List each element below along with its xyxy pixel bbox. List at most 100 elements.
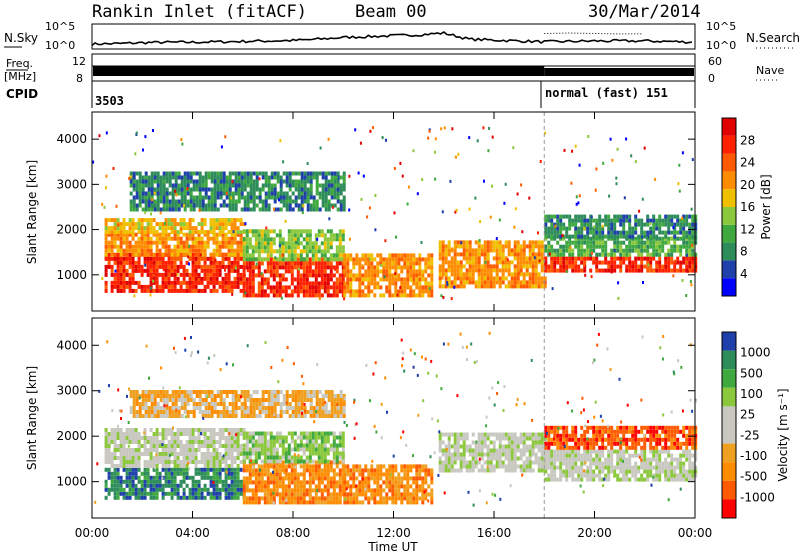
heat-cell-4 [326,257,330,262]
heat-cell-0 [140,284,144,289]
heat-cell-6 [486,248,490,253]
heat-cell-1 [224,464,228,468]
heat-cell-9 [547,218,551,223]
heat-cell-10 [255,187,259,192]
heat-speckle [678,163,681,167]
heat-speckle [255,262,258,266]
heat-cell-4 [314,249,318,254]
heat-cell-3 [278,293,282,298]
heat-cell-1 [128,448,132,452]
heat-cell-4 [418,484,422,489]
heat-cell-0 [185,471,189,476]
heat-cell-3 [284,455,288,460]
heat-cell-10 [147,191,151,196]
heat-cell-0 [116,276,120,281]
heat-cell-8 [637,252,641,257]
heat-cell-6 [471,280,475,285]
heat-cell-9 [559,226,563,231]
heat-cell-4 [394,500,398,505]
heat-cell-9 [649,230,653,235]
heat-cell-2 [287,496,291,501]
heat-cell-9 [616,234,620,239]
heat-cell-0 [128,276,132,281]
heat-cell-2 [266,480,270,485]
heat-cell-6 [501,264,505,269]
heat-cell-4 [421,476,425,481]
heat-speckle [440,127,443,131]
heat-speckle [117,223,120,227]
heat-cell-4 [287,245,291,250]
heat-cell-3 [317,447,321,452]
heat-speckle [144,263,147,267]
heat-cell-10 [264,207,268,212]
heat-cell-2 [335,472,339,477]
heat-cell-1 [182,252,186,257]
heat-cell-1 [173,456,177,460]
heat-cell-9 [619,230,623,235]
heat-cell-10 [162,187,166,192]
heat-cell-4 [299,233,303,238]
heat-cell-0 [227,288,231,293]
heat-cell-1 [209,432,213,436]
heat-cell-0 [191,475,195,480]
heat-speckle [369,129,372,133]
heat-cell-5 [447,432,451,437]
heat-cell-4 [296,241,300,246]
heat-cell-1 [227,436,231,440]
heat-cell-6 [453,280,457,285]
heat-cell-5 [370,261,374,266]
heat-speckle [144,135,147,139]
heat-cell-4 [296,233,300,238]
heat-cell-8 [643,248,647,253]
heat-cell-2 [335,484,339,489]
heat-cell-1 [164,428,168,432]
heat-cell-8 [580,248,584,253]
heat-cell-0 [110,475,114,480]
heat-cell-7 [580,268,584,273]
heat-cell-9 [634,218,638,223]
heat-cell-0 [170,483,174,488]
heat-cell-1 [107,432,111,436]
heat-cell-2 [104,222,108,227]
heat-cell-5 [358,265,362,270]
heat-cell-2 [266,464,270,469]
heat-cell-6 [450,280,454,285]
heat-speckle [428,287,431,291]
heat-speckle [199,253,202,257]
heat-cell-4 [281,241,285,246]
heat-cell-6 [441,248,445,253]
heat-cell-1 [173,252,177,257]
heat-cell-1 [203,456,207,460]
heat-cell-10 [135,207,139,212]
heat-cell-4 [311,241,315,246]
heat-cell-2 [263,468,267,473]
heat-cell-2 [224,226,228,231]
heat-cell-4 [317,229,321,234]
heat-cell-4 [427,468,431,473]
heat-cell-1 [218,456,222,460]
heat-cell-6 [462,264,466,269]
heat-cell-3 [263,281,267,286]
heat-cell-1 [176,464,180,468]
heat-cell-0 [218,491,222,496]
heat-cell-6 [438,268,442,273]
heat-cell-1 [155,244,159,249]
heat-cell-4 [406,488,410,493]
heat-cell-10 [189,199,193,204]
heat-cell-0 [110,483,114,488]
heat-cell-1 [146,244,150,249]
heat-cell-3 [335,265,339,270]
heat-cell-1 [122,232,126,237]
heat-cell-10 [171,207,175,212]
heat-cell-2 [329,476,333,481]
heat-cell-2 [332,500,336,505]
heat-cell-0 [224,288,228,293]
heat-cell-2 [302,496,306,501]
heat-cell-6 [489,240,493,245]
heat-cell-2 [317,496,321,501]
heat-cell-2 [179,222,183,227]
heat-cell-9 [634,222,638,227]
heat-cell-3 [275,459,279,464]
heat-cell-0 [155,483,159,488]
heat-cell-2 [323,476,327,481]
